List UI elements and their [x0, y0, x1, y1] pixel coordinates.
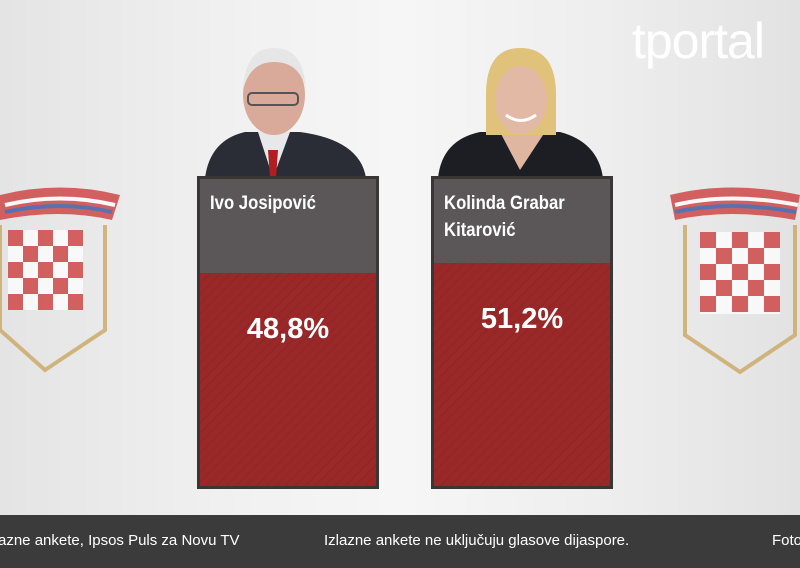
bar — [200, 273, 376, 486]
value-label: 48,8% — [246, 313, 330, 346]
candidate-column: Kolinda Grabar Kitarović 51,2% — [431, 176, 613, 489]
candidate-column: Ivo Josipović 48,8% — [197, 176, 379, 489]
footer: azne ankete, Ipsos Puls za Novu TV Izlaz… — [0, 515, 800, 568]
name-box: Kolinda Grabar Kitarović — [434, 179, 610, 263]
photo-josipovic — [205, 48, 366, 178]
photo-grabar-kitarovic — [438, 48, 603, 178]
footer-credit: Foto — [772, 532, 800, 549]
coat-of-arms-left — [0, 187, 120, 373]
footer-source: azne ankete, Ipsos Puls za Novu TV — [0, 532, 240, 549]
coat-of-arms-right — [670, 187, 800, 375]
candidate-name: Kolinda Grabar Kitarović — [444, 193, 565, 241]
value-label: 51,2% — [480, 302, 564, 335]
name-box: Ivo Josipović — [200, 179, 376, 274]
footer-note: Izlazne ankete ne uključuju glasove dija… — [324, 532, 630, 549]
bar — [434, 262, 610, 486]
brand-logo: tportal — [632, 13, 765, 69]
candidate-name: Ivo Josipović — [210, 193, 316, 214]
